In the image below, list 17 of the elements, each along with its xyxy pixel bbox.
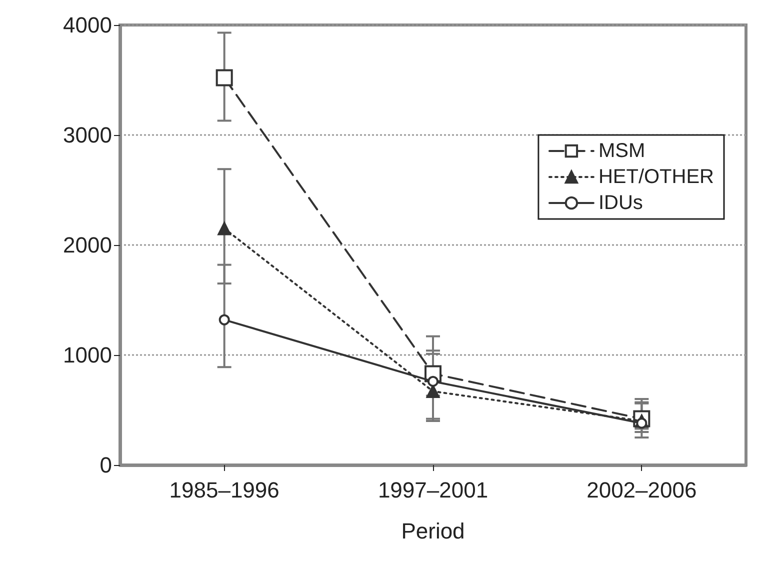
legend-label: IDUs bbox=[598, 192, 643, 214]
y-tick-label: 1000 bbox=[63, 342, 112, 368]
y-tick-label: 3000 bbox=[63, 122, 112, 148]
point bbox=[218, 222, 232, 236]
point bbox=[426, 384, 440, 398]
x-axis-title: Period bbox=[401, 518, 465, 544]
y-tick-label: 2000 bbox=[63, 232, 112, 258]
legend-label: HET/OTHER bbox=[598, 166, 714, 188]
point bbox=[428, 376, 438, 387]
y-tick-label: 4000 bbox=[63, 12, 112, 38]
point bbox=[216, 69, 233, 86]
legend-label: MSM bbox=[598, 140, 646, 162]
x-tick-label: 2002–2006 bbox=[586, 478, 697, 502]
point bbox=[218, 314, 230, 326]
x-tick-label: 1985–1996 bbox=[169, 478, 280, 502]
x-tick-label: 1997–2001 bbox=[378, 478, 488, 502]
y-tick-label: 0 bbox=[100, 452, 112, 478]
